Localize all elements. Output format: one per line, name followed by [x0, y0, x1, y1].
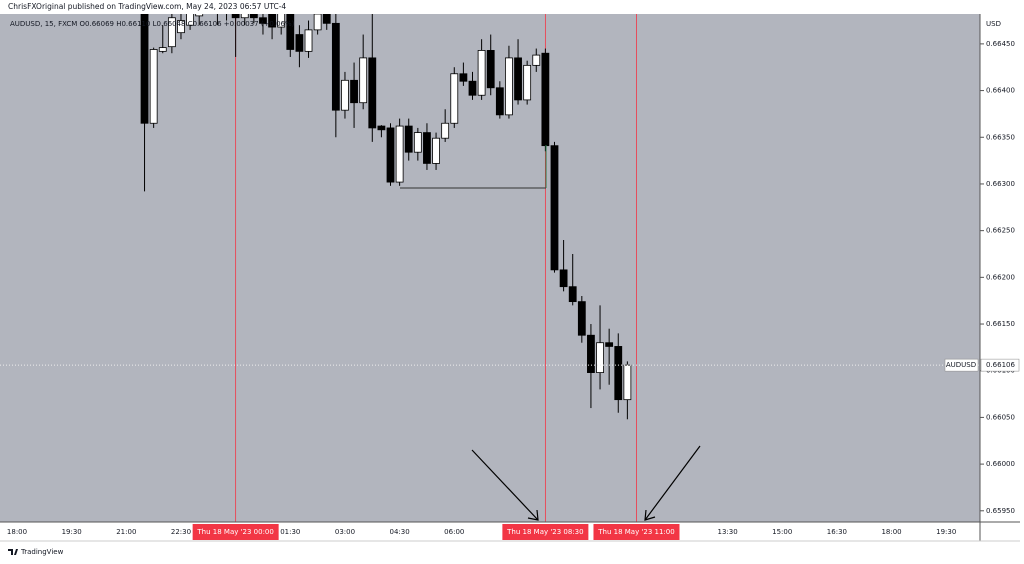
candle-body [313, 14, 322, 31]
candle-body [341, 79, 349, 111]
candle-body [304, 29, 313, 52]
candle-body [240, 14, 249, 19]
x-tick-label: 16:30 [827, 528, 847, 536]
candle-body [432, 137, 440, 164]
y-tick-label: 0.66150 [986, 320, 1015, 328]
currency-label: USD [986, 20, 1001, 28]
candle-body [495, 87, 504, 116]
legend: AUDUSD, 15, FXCM O0.66069 H0.66110 L0.66… [10, 20, 295, 28]
candle-body [268, 14, 276, 28]
y-tick-label: 0.66000 [986, 460, 1015, 468]
candle-body [331, 22, 340, 111]
candle-body [523, 64, 532, 101]
candle-body [468, 80, 477, 96]
highlight-label-bg [593, 524, 680, 540]
candle-body [568, 286, 577, 303]
candle-body [386, 127, 395, 183]
highlight-label-bg [192, 524, 279, 540]
candle-body [486, 50, 495, 89]
candle-body [277, 14, 286, 28]
candle-body [532, 54, 541, 66]
candle-body [395, 125, 404, 183]
x-tick-label: 19:30 [936, 528, 956, 536]
y-tick-label: 0.66300 [986, 180, 1015, 188]
y-tick-label: 0.66450 [986, 40, 1015, 48]
y-tick-label: 0.66350 [986, 133, 1015, 141]
price-tag-label: AUDUSD [946, 361, 976, 369]
candle-body [587, 334, 595, 373]
candle-body [505, 57, 513, 116]
candle-body [596, 342, 604, 373]
annotations [400, 145, 701, 521]
x-tick-label: Thu 18 May '23 11:00 [597, 528, 674, 536]
x-tick-label: 18:00 [7, 528, 27, 536]
y-tick-label: 0.66400 [986, 87, 1015, 95]
y-tick-label: 0.66050 [986, 413, 1015, 421]
footer-brand: TradingView [20, 548, 64, 556]
x-tick-label: 06:00 [444, 528, 464, 536]
candle-body [350, 79, 358, 104]
candle-body [541, 52, 550, 147]
candle-body [441, 122, 450, 139]
candle-body [322, 14, 331, 24]
arrow [644, 445, 701, 521]
candle-body [614, 346, 623, 401]
candle-body [377, 125, 386, 131]
candle-body [423, 132, 431, 164]
plot-area [0, 14, 980, 522]
x-tick-label: 22:30 [171, 528, 191, 536]
candle-body [259, 17, 267, 24]
candle-body [149, 49, 158, 124]
candle-body [514, 57, 522, 101]
candle-body [295, 34, 304, 52]
x-tick-label: Thu 18 May '23 00:00 [196, 528, 273, 536]
y-tick-label: 0.66250 [986, 227, 1015, 235]
candle-body [450, 73, 459, 124]
last-price-bg [980, 358, 1020, 372]
candle-body [186, 14, 194, 26]
candle-body [459, 73, 468, 82]
x-tick-label: 21:00 [116, 528, 136, 536]
arrow [471, 449, 539, 521]
x-tick-label: 18:00 [881, 528, 901, 536]
arrow-head [527, 509, 539, 521]
candle-body [249, 14, 258, 19]
candle-body [623, 364, 632, 401]
candle-body [413, 132, 422, 153]
candle-body [368, 57, 377, 129]
plot-background [0, 14, 980, 522]
candle-body [605, 342, 614, 347]
candle-body [231, 14, 240, 19]
candle-body [577, 301, 586, 336]
candle-body [140, 14, 149, 124]
candle-body [404, 125, 413, 153]
candle-body [195, 14, 204, 17]
x-tick-label: 01:30 [280, 528, 300, 536]
tradingview-logo: TradingView [8, 548, 64, 556]
candle-body [158, 47, 167, 52]
last-price-label: 0.66106 [986, 361, 1015, 369]
x-tick-label: 04:30 [390, 528, 410, 536]
x-tick-label: 15:00 [772, 528, 792, 536]
candle-body [550, 145, 559, 271]
publisher-header: ChrisFXOriginal published on TradingView… [8, 2, 286, 11]
y-tick-label: 0.65950 [986, 507, 1015, 515]
candle-body [359, 57, 368, 104]
x-tick-label: Thu 18 May '23 08:30 [506, 528, 583, 536]
x-tick-label: 13:30 [717, 528, 737, 536]
candle-body [559, 269, 568, 288]
x-tick-label: 03:00 [335, 528, 355, 536]
candle-body [477, 50, 486, 96]
x-tick-label: 19:30 [62, 528, 82, 536]
price-tag-bg [944, 358, 979, 372]
arrow-head [644, 509, 656, 521]
candle-body [177, 20, 185, 34]
candle-body [167, 17, 176, 48]
y-tick-label: 0.66200 [986, 273, 1015, 281]
candle-body [286, 14, 295, 50]
highlight-label-bg [502, 524, 589, 540]
